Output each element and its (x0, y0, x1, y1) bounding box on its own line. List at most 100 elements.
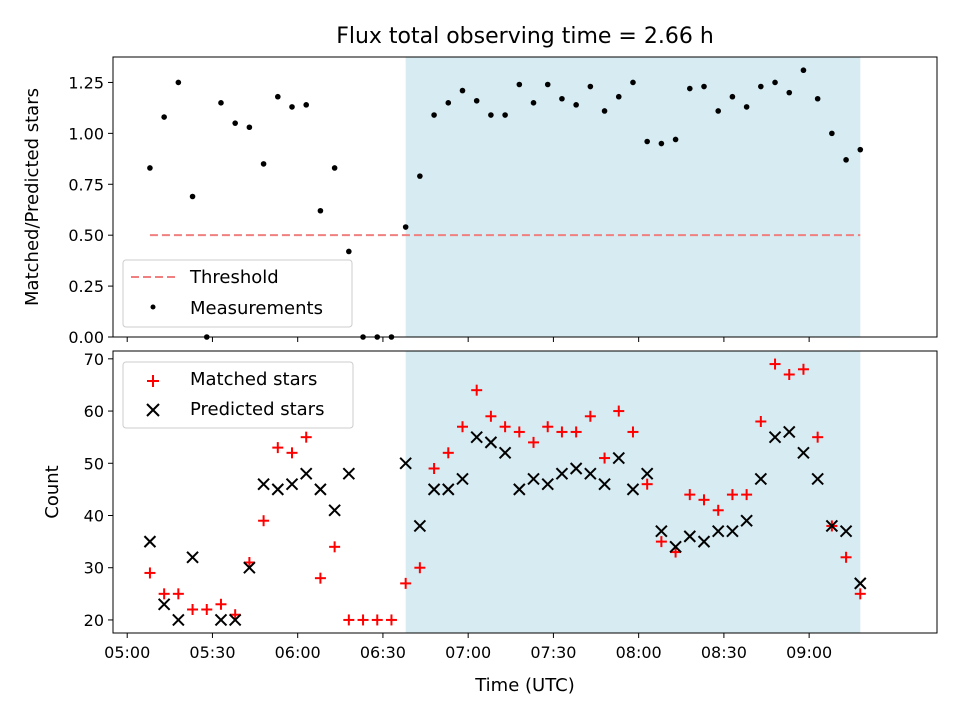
matched-star-point (499, 421, 511, 433)
bottom-plot-frame (112, 350, 938, 634)
measurement-points (147, 67, 864, 340)
matched-star-point (343, 614, 355, 626)
bottom-y-tick-label: 50 (84, 454, 104, 473)
predicted-star-point (598, 477, 611, 491)
legend-measurements-label: Measurements (190, 298, 323, 319)
top-y-tick-label: 0.50 (68, 226, 104, 245)
bottom-panel: 20 30 40 50 60 70 05:00 05:30 06:00 06:30 07:00 07… (42, 350, 938, 696)
measurement-point (544, 81, 551, 88)
measurement-point (800, 67, 807, 74)
bottom-legend-box (122, 361, 354, 429)
predicted-star-point (427, 483, 441, 496)
predicted-star-point (214, 613, 228, 627)
bottom-x-axis-ticks: 05:00 05:30 06:00 06:30 07:00 07:30 08:00 08:30… (104, 633, 832, 662)
measurement-point (715, 108, 722, 114)
measurement-point (431, 112, 437, 118)
matched-star-point (655, 536, 667, 548)
top-observing-span (405, 57, 861, 337)
x-tick-label: 07:30 (530, 643, 576, 662)
matched-star-point (300, 431, 312, 443)
matched-star-point (314, 572, 326, 584)
predicted-star-point (527, 472, 540, 486)
predicted-star-point (541, 477, 554, 491)
legend-matched-swatch (147, 375, 159, 387)
measurement-point (843, 157, 849, 163)
matched-star-point (528, 436, 540, 448)
measurement-point (786, 89, 793, 96)
matched-star-point (698, 494, 710, 506)
predicted-star-point (285, 477, 299, 491)
predicted-star-point (257, 477, 270, 491)
measurement-point (814, 95, 821, 102)
predicted-star-point (484, 436, 498, 449)
predicted-star-point (342, 467, 356, 480)
matched-star-point (769, 358, 781, 370)
measurement-point (630, 79, 636, 86)
predicted-star-point (768, 430, 782, 444)
predicted-star-point (854, 577, 867, 590)
measurement-point (530, 100, 537, 106)
measurement-point (246, 124, 253, 131)
predicted-star-point (726, 524, 739, 538)
matched-star-point (613, 405, 625, 417)
predicted-star-point (683, 530, 697, 543)
legend-predicted-label: Predicted stars (190, 399, 324, 420)
top-y-tick-label: 0.25 (68, 277, 104, 296)
matched-star-point (229, 609, 241, 621)
top-y-axis-label: Matched/Predicted stars (22, 88, 43, 306)
predicted-star-point (626, 483, 640, 496)
predicted-star-point (612, 451, 625, 465)
measurement-point (346, 248, 352, 255)
bottom-y-tick-label: 60 (84, 402, 104, 421)
predicted-star-point (157, 598, 171, 611)
bottom-legend: Matched stars Predicted stars (122, 361, 354, 429)
top-plot-frame (112, 56, 938, 338)
matched-star-point (797, 363, 809, 375)
predicted-star-point (797, 446, 810, 460)
top-y-tick-label: 1.25 (68, 73, 104, 92)
measurement-point (644, 138, 650, 145)
x-tick-label: 05:30 (189, 643, 235, 662)
measurement-point (615, 93, 622, 100)
predicted-star-point (470, 430, 483, 444)
measurement-point (331, 165, 338, 171)
top-legend-box (122, 259, 353, 328)
legend-measurements-swatch (150, 304, 156, 310)
measurement-point (232, 120, 238, 126)
measurement-point (772, 79, 778, 86)
matched-star-point (485, 410, 497, 422)
matched-star-point (258, 515, 270, 527)
bottom-y-tick-label: 70 (84, 350, 104, 369)
predicted-star-point (811, 472, 824, 486)
measurement-point (857, 146, 864, 153)
measurement-point (218, 100, 224, 106)
matched-star-point (570, 426, 582, 438)
matched-star-point (599, 452, 611, 464)
bottom-y-tick-label: 30 (84, 559, 104, 578)
matched-star-point (726, 489, 738, 501)
predicted-stars-points (143, 425, 867, 627)
predicted-star-point (456, 472, 469, 486)
measurement-point (502, 112, 508, 118)
matched-star-point (385, 614, 397, 626)
matched-star-point (712, 504, 724, 516)
predicted-star-point (498, 446, 512, 460)
predicted-star-point (783, 425, 796, 439)
measurement-point (189, 193, 196, 200)
predicted-star-point (825, 519, 839, 533)
matched-star-point (371, 614, 383, 626)
measurement-point (516, 81, 523, 88)
matched-star-point (840, 551, 852, 563)
matched-star-point (243, 557, 255, 568)
measurement-point (758, 83, 764, 90)
matched-star-point (442, 447, 454, 459)
matched-star-point (641, 478, 653, 490)
matched-star-point (513, 426, 525, 438)
matched-star-point (684, 489, 696, 501)
legend-threshold-label: Threshold (189, 267, 279, 288)
matched-star-point (215, 598, 227, 610)
top-y-tick-label: 0.00 (68, 328, 104, 347)
bottom-y-axis-label: Count (42, 465, 63, 518)
measurement-point (402, 224, 409, 230)
matched-star-point (471, 384, 483, 396)
